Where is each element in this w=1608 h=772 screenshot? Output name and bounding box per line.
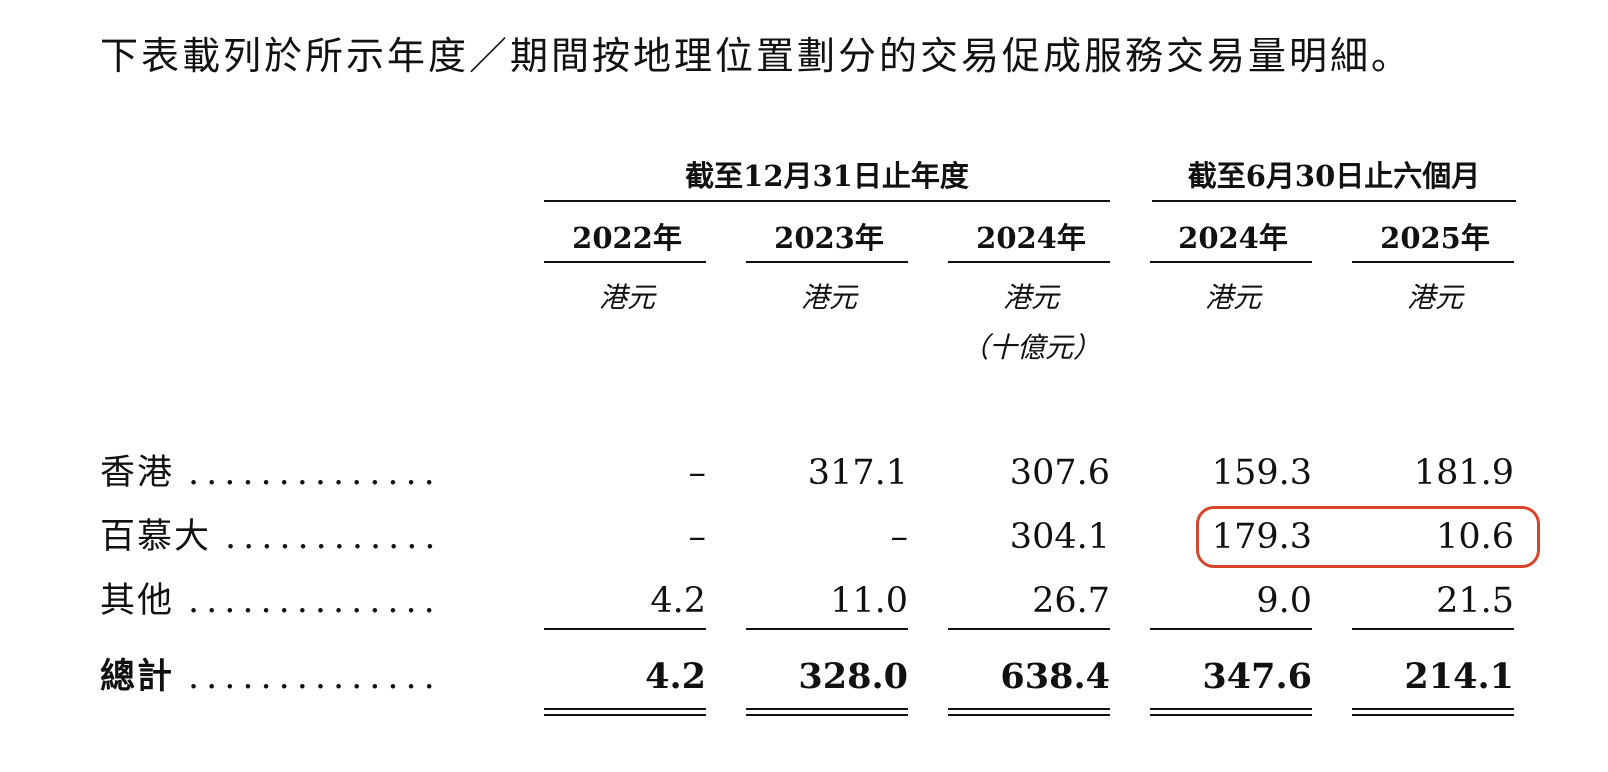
- row-label-hong-kong: 香港..............: [100, 448, 500, 498]
- total-cell: 638.4: [1000, 656, 1110, 697]
- leader-dots: ..............: [188, 657, 442, 697]
- row-label-total: 總計..............: [100, 652, 500, 702]
- column-year-2022: 2022年: [572, 221, 682, 255]
- subtotal-rule: [1352, 628, 1514, 630]
- table-cell: 317.1: [807, 453, 908, 493]
- column-unit: 港元: [1406, 281, 1463, 314]
- row-label-text: 總計: [100, 656, 175, 697]
- leader-dots: ..............: [188, 581, 442, 621]
- total-double-rule: [948, 708, 1110, 710]
- table-cell: 21.5: [1436, 581, 1514, 621]
- column-year-2024-half: 2024年: [1178, 221, 1288, 255]
- total-double-rule: [1352, 714, 1514, 716]
- total-double-rule: [1150, 714, 1312, 716]
- total-cell: 347.6: [1202, 656, 1312, 697]
- total-cell: 214.1: [1404, 656, 1514, 697]
- intro-text: 下表載列於所示年度／期間按地理位置劃分的交易促成服務交易量明細。: [100, 34, 1413, 78]
- column-unit: 港元: [800, 281, 857, 314]
- row-label-others: 其他..............: [100, 576, 500, 626]
- group-header-six-months-rule: [1152, 200, 1516, 202]
- total-cell: 4.2: [645, 656, 706, 697]
- column-year-2024-annual: 2024年: [976, 221, 1086, 255]
- total-double-rule: [544, 708, 706, 710]
- column-unit-note: （十億元）: [960, 331, 1101, 364]
- subtotal-rule: [746, 628, 908, 630]
- column-rule: [746, 261, 908, 263]
- column-year-2025-half: 2025年: [1380, 221, 1490, 255]
- total-double-rule: [746, 708, 908, 710]
- table-cell: 304.1: [1009, 517, 1110, 557]
- leader-dots: ..............: [188, 453, 442, 493]
- group-header-six-months: 截至6月30日止六個月: [1187, 159, 1481, 193]
- table-cell: 10.6: [1436, 517, 1514, 557]
- total-double-rule: [948, 714, 1110, 716]
- subtotal-rule: [1150, 628, 1312, 630]
- column-unit: 港元: [1204, 281, 1261, 314]
- column-year-2023: 2023年: [774, 221, 884, 255]
- column-unit: 港元: [598, 281, 655, 314]
- row-label-text: 其他: [100, 581, 175, 621]
- table-cell: –: [688, 517, 707, 557]
- subtotal-rule: [948, 628, 1110, 630]
- table-cell: 159.3: [1211, 453, 1312, 493]
- row-label-text: 百慕大: [100, 517, 212, 557]
- total-double-rule: [1352, 708, 1514, 710]
- total-double-rule: [544, 714, 706, 716]
- column-rule: [948, 261, 1110, 263]
- column-rule: [1352, 261, 1514, 263]
- total-double-rule: [1150, 708, 1312, 710]
- subtotal-rule: [544, 628, 706, 630]
- table-cell: 179.3: [1211, 517, 1312, 557]
- column-rule: [1150, 261, 1312, 263]
- leader-dots: ............: [225, 517, 443, 557]
- column-rule: [544, 261, 706, 263]
- table-cell: 307.6: [1009, 453, 1110, 493]
- table-cell: –: [890, 517, 909, 557]
- table-cell: –: [688, 453, 707, 493]
- table-cell: 181.9: [1413, 453, 1514, 493]
- row-label-text: 香港: [100, 453, 175, 493]
- table-cell: 9.0: [1256, 581, 1312, 621]
- column-unit: 港元: [1002, 281, 1059, 314]
- highlight-box: [1196, 506, 1540, 568]
- table-cell: 26.7: [1032, 581, 1110, 621]
- group-header-annual: 截至12月31日止年度: [685, 159, 969, 193]
- total-double-rule: [746, 714, 908, 716]
- table-cell: 11.0: [830, 581, 908, 621]
- total-cell: 328.0: [798, 656, 908, 697]
- group-header-annual-rule: [544, 200, 1110, 202]
- row-label-bermuda: 百慕大............: [100, 512, 500, 562]
- table-cell: 4.2: [650, 581, 706, 621]
